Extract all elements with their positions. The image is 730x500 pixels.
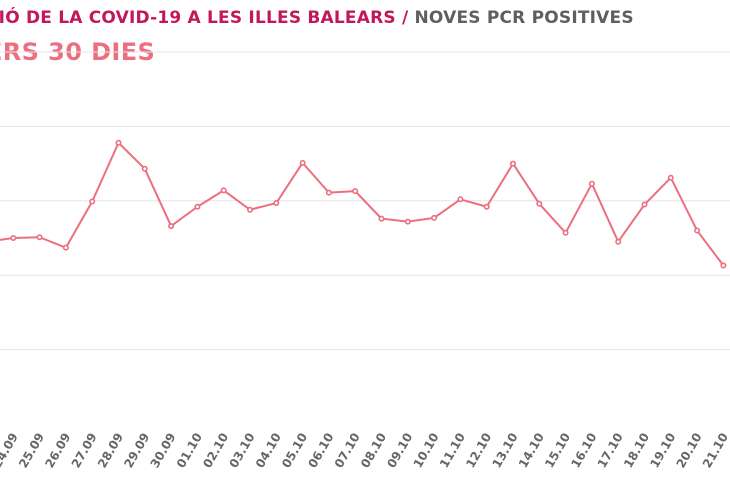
chart-title-part2: NOVES PCR POSITIVES xyxy=(414,8,634,28)
series-line xyxy=(0,141,725,267)
data-point[interactable] xyxy=(694,227,701,234)
data-point[interactable] xyxy=(562,229,569,236)
data-point[interactable] xyxy=(10,235,17,242)
data-point[interactable] xyxy=(247,206,254,213)
data-point[interactable] xyxy=(299,159,306,166)
data-point[interactable] xyxy=(720,262,727,269)
data-point[interactable] xyxy=(168,223,175,230)
points-layer xyxy=(10,139,727,269)
data-point[interactable] xyxy=(457,196,464,203)
data-point[interactable] xyxy=(325,189,332,196)
chart-title-part1: CIÓ DE LA COVID-19 A LES ILLES BALEARS / xyxy=(0,8,409,28)
data-point[interactable] xyxy=(536,200,543,207)
data-point[interactable] xyxy=(141,165,148,172)
data-point[interactable] xyxy=(36,234,43,241)
data-point[interactable] xyxy=(273,200,280,207)
data-point[interactable] xyxy=(62,244,69,251)
x-tick-label: 21.10 xyxy=(700,431,730,471)
data-point[interactable] xyxy=(220,187,227,194)
series-layer xyxy=(0,141,725,267)
data-point[interactable] xyxy=(352,188,359,195)
data-point[interactable] xyxy=(615,238,622,245)
chart-title: CIÓ DE LA COVID-19 A LES ILLES BALEARS /… xyxy=(0,8,634,28)
data-point[interactable] xyxy=(115,139,122,146)
data-point[interactable] xyxy=(641,201,648,208)
x-axis-ticks: 23.0924.0925.0926.0927.0928.0929.0930.09… xyxy=(0,431,730,471)
data-point[interactable] xyxy=(509,160,516,167)
data-point[interactable] xyxy=(89,198,96,205)
data-point[interactable] xyxy=(667,174,674,181)
data-point[interactable] xyxy=(588,180,595,187)
data-point[interactable] xyxy=(431,214,438,221)
data-point[interactable] xyxy=(378,215,385,222)
data-point[interactable] xyxy=(404,218,411,225)
data-point[interactable] xyxy=(483,203,490,210)
data-point[interactable] xyxy=(194,203,201,210)
